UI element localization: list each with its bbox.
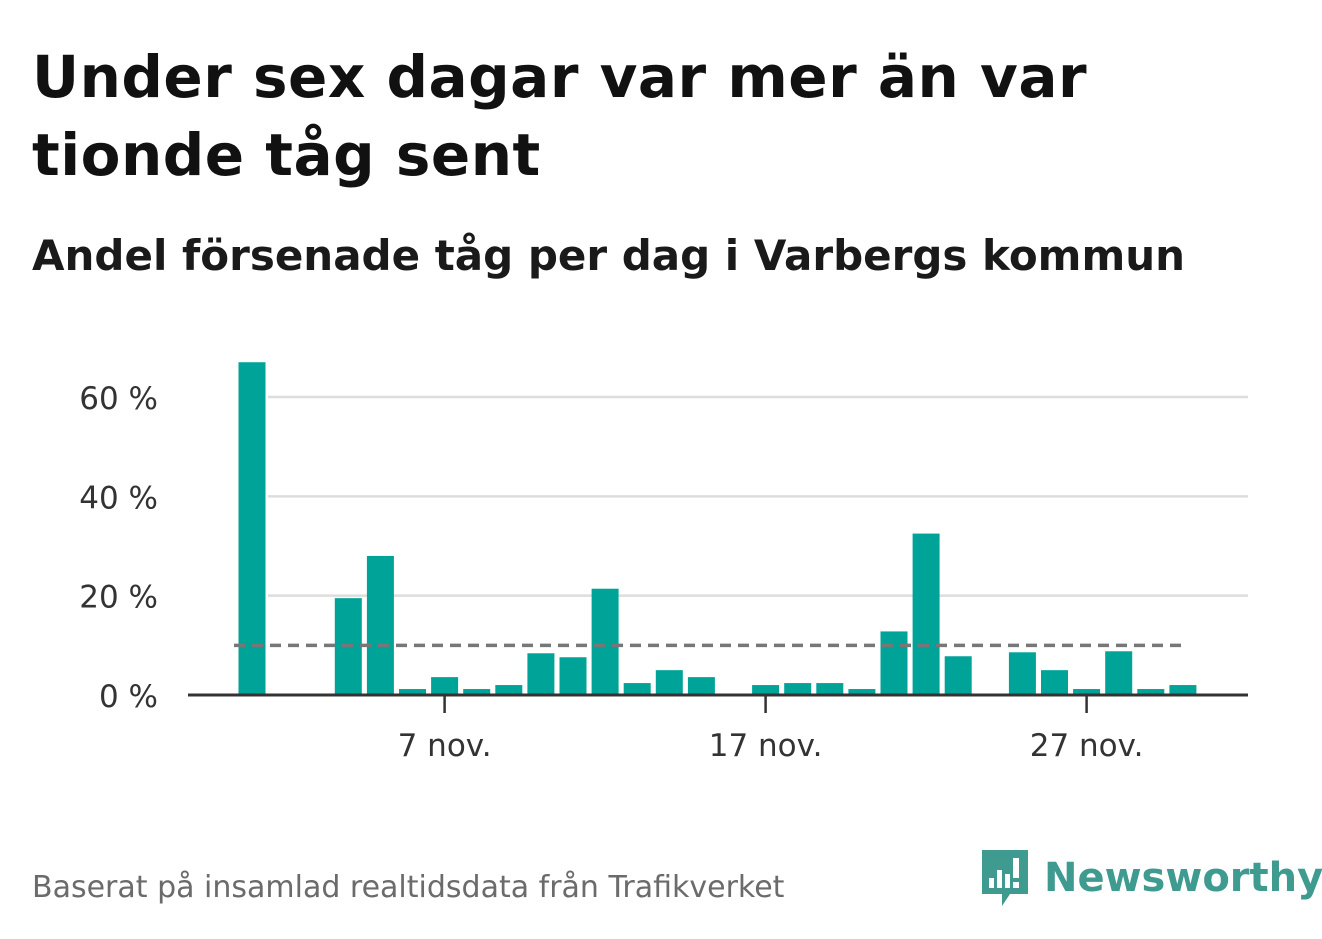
y-tick-label: 40 % bbox=[79, 480, 158, 516]
bar bbox=[238, 362, 266, 695]
bar bbox=[495, 685, 523, 695]
bar bbox=[623, 683, 651, 695]
chart-subtitle: Andel försenade tåg per dag i Varbergs k… bbox=[32, 231, 1186, 280]
bar bbox=[944, 656, 972, 695]
bar bbox=[1105, 651, 1133, 695]
y-tick-label: 20 % bbox=[79, 580, 158, 616]
brand-logo: Newsworthy bbox=[980, 848, 1322, 908]
y-tick-label: 60 % bbox=[79, 381, 158, 417]
bar bbox=[752, 685, 780, 695]
bar bbox=[880, 631, 908, 695]
bar bbox=[1041, 670, 1068, 695]
bar bbox=[527, 653, 555, 695]
bar bbox=[848, 689, 876, 695]
bar bbox=[1169, 685, 1197, 695]
x-tick-label: 27 nov. bbox=[1030, 728, 1144, 764]
bar bbox=[559, 657, 587, 695]
y-tick-label: 0 % bbox=[99, 679, 158, 715]
bar bbox=[816, 683, 844, 695]
bar bbox=[1073, 689, 1101, 695]
bar bbox=[591, 588, 619, 695]
newsworthy-logo-icon bbox=[982, 850, 1028, 906]
bar bbox=[1008, 652, 1036, 695]
bar bbox=[1137, 689, 1165, 695]
bar bbox=[687, 677, 715, 695]
bar bbox=[784, 683, 812, 695]
bar bbox=[655, 670, 683, 695]
x-tick-label: 17 nov. bbox=[709, 728, 823, 764]
bar bbox=[431, 677, 459, 695]
x-tick-label: 7 nov. bbox=[398, 728, 492, 764]
bar bbox=[366, 555, 394, 695]
bar bbox=[912, 533, 940, 695]
source-note: Baserat på insamlad realtidsdata från Tr… bbox=[32, 870, 785, 905]
bar bbox=[463, 689, 491, 695]
bar bbox=[399, 689, 426, 695]
brand-name: Newsworthy bbox=[1044, 855, 1322, 901]
chart-title: Under sex dagar var mer än var tionde tå… bbox=[32, 43, 1088, 189]
